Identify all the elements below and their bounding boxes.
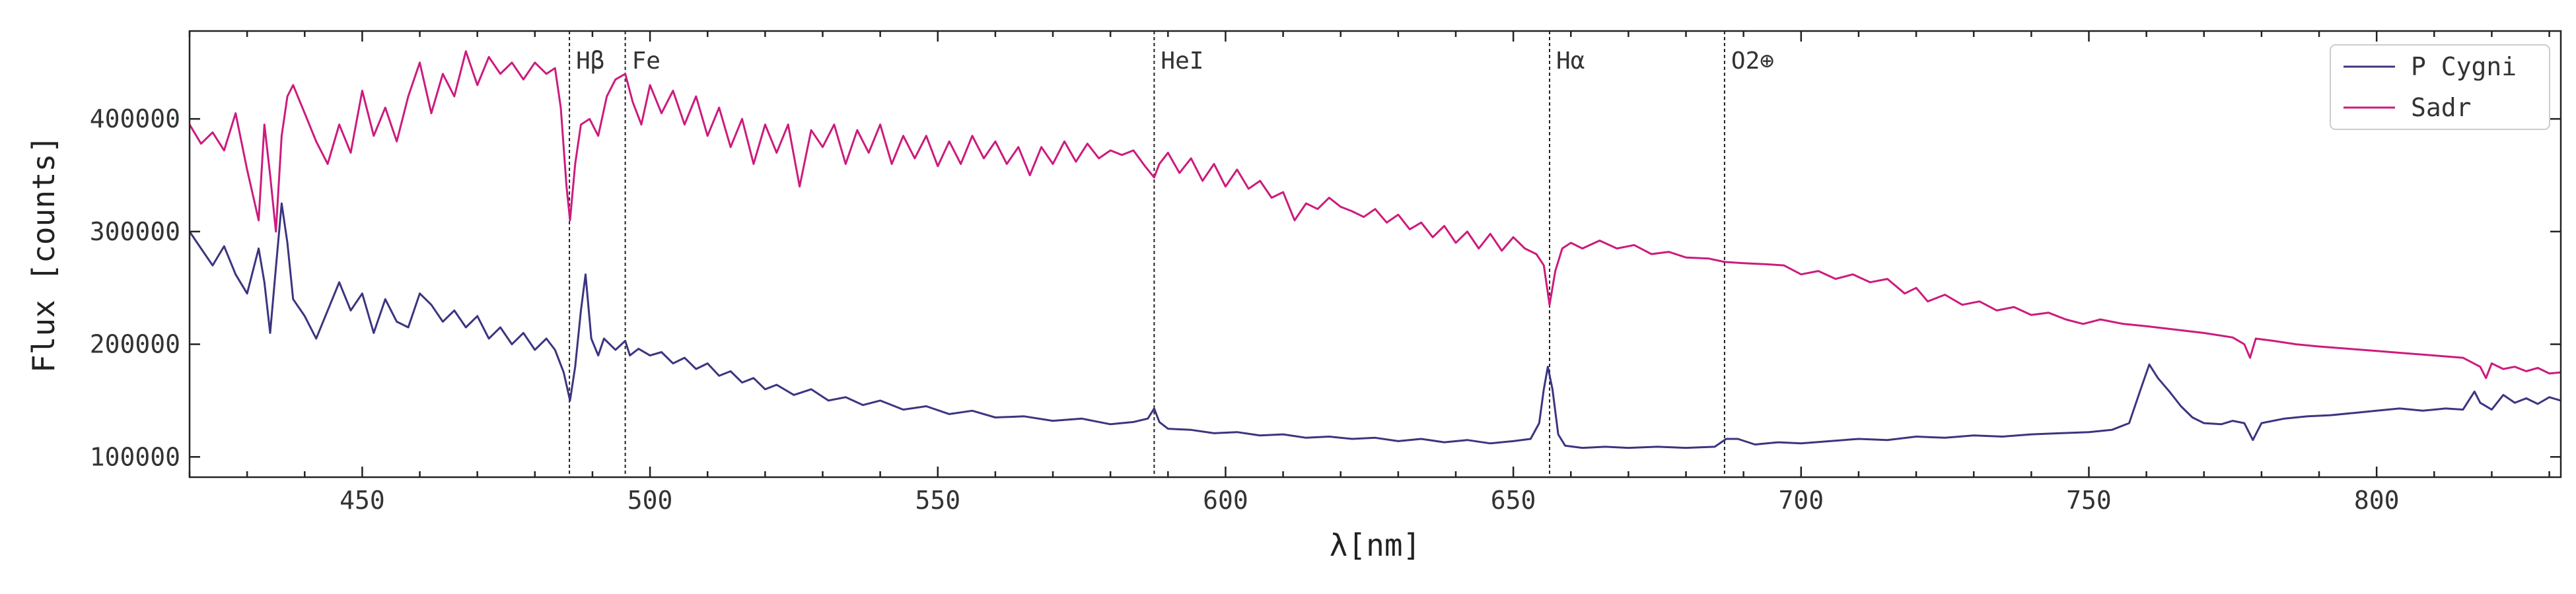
x-tick-label: 800	[2354, 486, 2400, 515]
y-tick-label: 100000	[90, 442, 180, 471]
x-axis: 450 500 550 600 650 700 750 800	[188, 31, 2550, 515]
x-tick-label: 750	[2066, 486, 2112, 515]
y-axis: 100000 200000 300000 400000	[90, 104, 2561, 471]
plot-series	[188, 50, 2561, 449]
legend-label: P Cygni	[2411, 52, 2517, 81]
x-tick-label: 700	[1778, 486, 1824, 515]
x-axis-title: λ[nm]	[1330, 527, 1421, 563]
annotation-lines	[569, 31, 1725, 477]
annotation-labels: Hβ Fe HeI Hα O2⊕	[576, 48, 1774, 75]
x-tick-label: 650	[1491, 486, 1536, 515]
y-tick-label: 200000	[90, 330, 180, 359]
plot-frame	[188, 30, 2562, 478]
x-tick-label: 500	[627, 486, 673, 515]
y-axis-title: Flux [counts]	[26, 135, 61, 373]
x-tick-label: 600	[1203, 486, 1248, 515]
series-line	[188, 50, 2561, 380]
annotation-label: HeI	[1161, 48, 1203, 75]
annotation-label: Fe	[632, 48, 661, 75]
x-tick-label: 550	[915, 486, 960, 515]
annotation-label: O2⊕	[1731, 48, 1774, 75]
legend: P Cygni Sadr	[2330, 44, 2550, 130]
x-tick-label: 450	[340, 486, 385, 515]
y-tick-label: 400000	[90, 104, 180, 133]
annotation-label: Hβ	[576, 48, 604, 75]
legend-label: Sadr	[2411, 93, 2472, 122]
series-line	[188, 202, 2561, 449]
annotation-label: Hα	[1556, 48, 1585, 75]
y-tick-label: 300000	[90, 217, 180, 246]
